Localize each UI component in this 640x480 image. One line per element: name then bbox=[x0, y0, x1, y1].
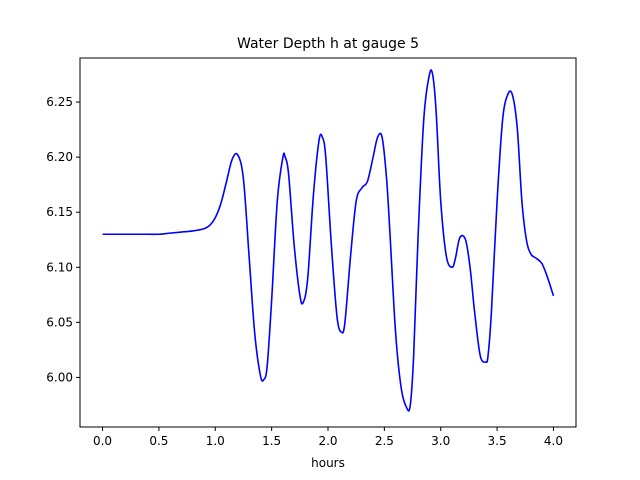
plot-frame bbox=[79, 57, 577, 428]
x-tick-label: 3.5 bbox=[488, 434, 507, 448]
y-tick-label: 6.15 bbox=[46, 205, 73, 219]
y-tick-label: 6.10 bbox=[46, 260, 73, 274]
x-tick-label: 0.0 bbox=[93, 434, 112, 448]
y-axis-ticks: 6.00 6.05 6.10 6.15 6.20 6.25 bbox=[46, 95, 80, 384]
series-layer bbox=[102, 69, 555, 412]
chart-title: Water Depth h at gauge 5 bbox=[237, 36, 419, 52]
x-axis-ticks: 0.0 0.5 1.0 1.5 2.0 2.5 3.0 3.5 4.0 bbox=[93, 427, 563, 448]
x-axis-label: hours bbox=[311, 456, 345, 470]
y-tick-label: 6.25 bbox=[46, 95, 73, 109]
x-tick-label: 3.0 bbox=[431, 434, 450, 448]
x-tick-label: 1.0 bbox=[206, 434, 225, 448]
x-tick-label: 2.5 bbox=[375, 434, 394, 448]
series-line-0 bbox=[102, 69, 555, 412]
y-tick-label: 6.05 bbox=[46, 315, 73, 329]
x-tick-label: 1.5 bbox=[262, 434, 281, 448]
plot-area bbox=[80, 58, 576, 427]
y-tick-label: 6.00 bbox=[46, 370, 73, 384]
x-tick-label: 4.0 bbox=[544, 434, 563, 448]
x-tick-label: 2.0 bbox=[318, 434, 337, 448]
y-tick-label: 6.20 bbox=[46, 150, 73, 164]
x-tick-label: 0.5 bbox=[149, 434, 168, 448]
